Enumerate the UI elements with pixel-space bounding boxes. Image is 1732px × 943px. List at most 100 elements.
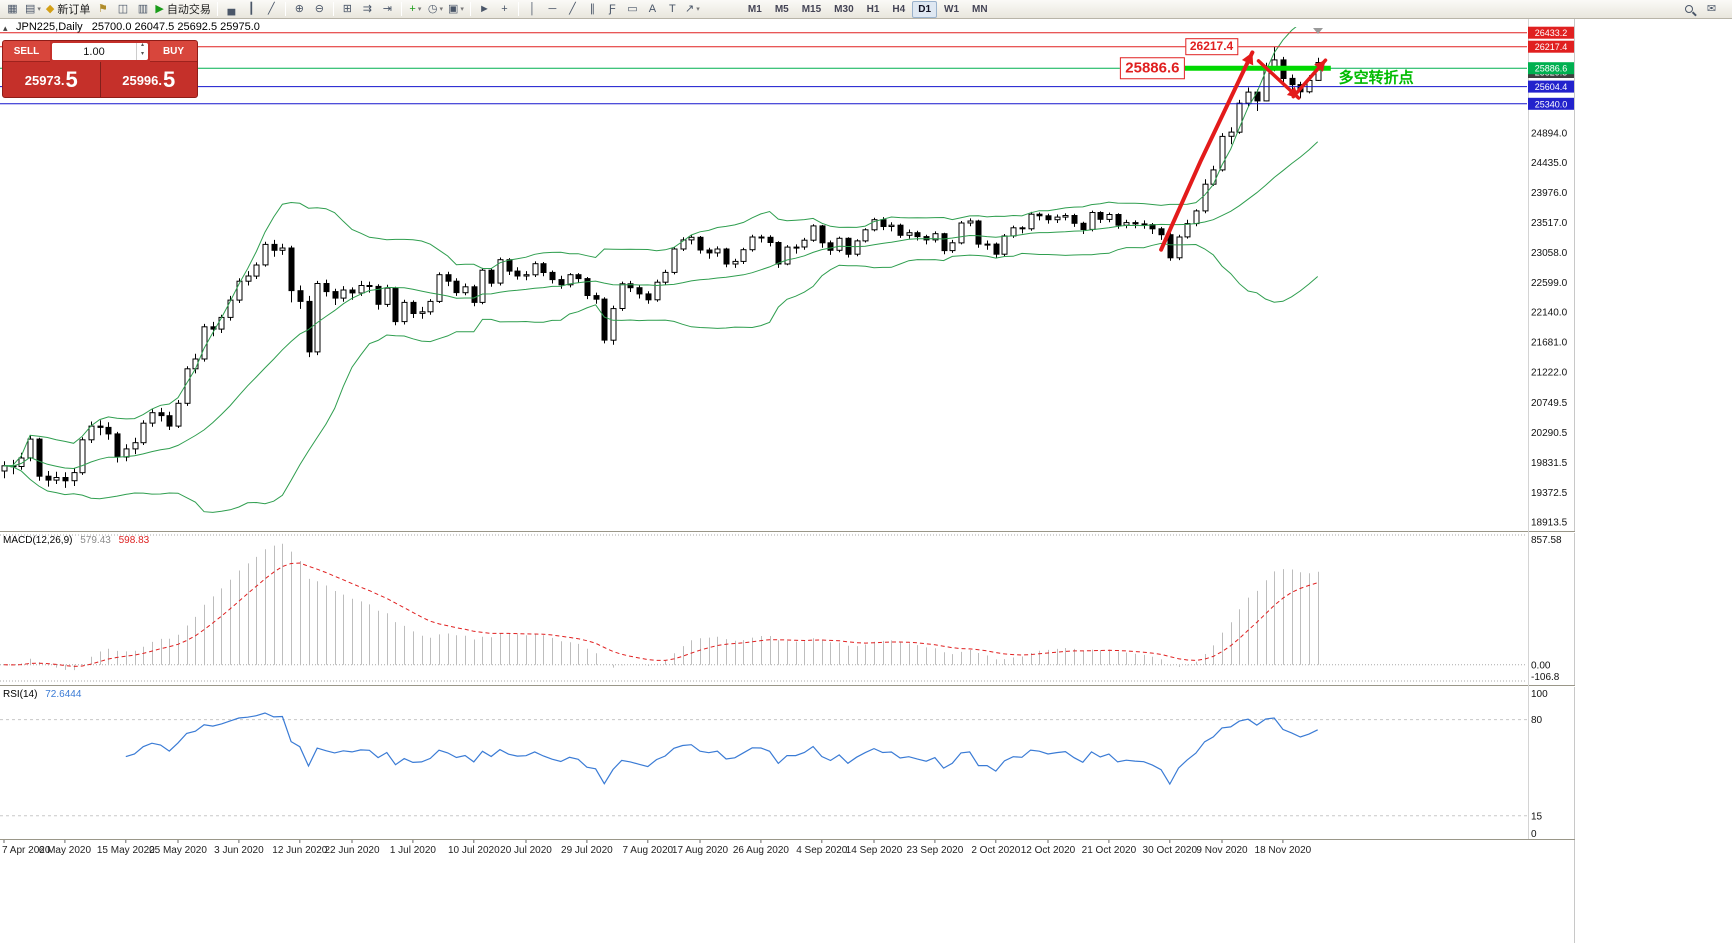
timeframe-m30-button[interactable]: M30 (834, 3, 854, 15)
svg-text:80: 80 (1531, 715, 1543, 726)
svg-text:26433.2: 26433.2 (1535, 28, 1568, 38)
arrows-icon: ↗ (685, 2, 695, 15)
channel-icon[interactable]: ∥ (583, 1, 602, 18)
tile-windows-icon: ⊞ (342, 2, 352, 15)
chart-shift-marker[interactable] (1313, 28, 1323, 34)
price-axis[interactable] (1529, 19, 1575, 839)
zoom-in-icon: ⊕ (294, 2, 304, 15)
zoom-in-icon[interactable]: ⊕ (290, 1, 309, 18)
macd-name: MACD(12,26,9) (3, 535, 73, 546)
indicators-icon[interactable]: + ▾ (406, 1, 425, 18)
svg-text:22599.0: 22599.0 (1531, 278, 1568, 289)
svg-text:-106.8: -106.8 (1531, 672, 1560, 683)
horizontal-line-icon[interactable]: ─ (543, 1, 562, 18)
search-button[interactable] (1679, 1, 1698, 18)
zoom-out-icon[interactable]: ⊖ (310, 1, 329, 18)
buy-button[interactable]: BUY (150, 41, 197, 62)
svg-text:18913.5: 18913.5 (1531, 518, 1568, 529)
timeframe-m1-button[interactable]: M1 (747, 3, 762, 15)
timeframe-mn-button[interactable]: MN (972, 3, 988, 15)
chart-canvas[interactable]: 24894.0 24435.0 23976.0 23517.0 23058.0 22599… (0, 19, 1575, 943)
fibonacci-icon[interactable]: Ƒ (603, 1, 622, 18)
candlestick-chart-icon[interactable]: ┃ (242, 1, 261, 18)
indicators-icon: + (409, 2, 416, 15)
periods-icon: ◷ (427, 2, 438, 15)
auto-scroll-icon[interactable]: ⇉ (358, 1, 377, 18)
svg-text:23 Sep 2020: 23 Sep 2020 (907, 845, 964, 856)
autotrade-button[interactable]: ▶ 自动交易 (153, 1, 212, 18)
timeframe-h1-button[interactable]: H1 (866, 3, 880, 15)
text-label-icon[interactable]: T (663, 1, 682, 18)
one-click-collapse-icon[interactable] (3, 23, 13, 33)
chart-objects[interactable] (1159, 50, 1328, 252)
timeframe-m15-button[interactable]: M15 (801, 3, 822, 15)
price-callout-label[interactable]: 26217.4 (1184, 37, 1239, 56)
text-icon[interactable]: A (643, 1, 662, 18)
periods-icon[interactable]: ◷ ▾ (426, 1, 445, 18)
toolbar-separator (216, 2, 218, 16)
volume-input[interactable] (52, 43, 136, 60)
svg-text:22140.0: 22140.0 (1531, 308, 1568, 319)
svg-text:0: 0 (1531, 829, 1537, 840)
svg-text:21222.0: 21222.0 (1531, 367, 1568, 378)
svg-text:12 Jun 2020: 12 Jun 2020 (272, 845, 327, 856)
rsi-pane[interactable] (0, 712, 1527, 817)
macd-pane[interactable] (0, 534, 1527, 682)
tile-windows-icon[interactable]: ⊞ (338, 1, 357, 18)
crosshair-icon[interactable]: + (495, 1, 514, 18)
profiles-icon: ▤ (25, 2, 36, 15)
svg-text:14 Sep 2020: 14 Sep 2020 (846, 845, 903, 856)
volume-stepper[interactable]: ▴ ▾ (136, 43, 148, 60)
arrows-icon[interactable]: ↗ ▾ (683, 1, 702, 18)
svg-text:30 Oct 2020: 30 Oct 2020 (1143, 845, 1198, 856)
market-watch-icon[interactable]: ◫ (113, 1, 132, 18)
bar-chart-icon[interactable]: ▄ (222, 1, 241, 18)
timeframe-h4-button[interactable]: H4 (892, 3, 906, 15)
vertical-line-icon: │ (528, 2, 536, 15)
price-callout-label[interactable]: 25886.6 (1120, 57, 1185, 79)
spinner-down-icon[interactable]: ▾ (140, 50, 144, 57)
vertical-line-icon[interactable]: │ (523, 1, 542, 18)
fibonacci-icon: Ƒ (609, 2, 616, 15)
trendline-icon[interactable]: ╱ (563, 1, 582, 18)
new-order-button[interactable]: ◆ 新订单 (44, 1, 92, 18)
profiles-icon[interactable]: ▤ ▾ (23, 1, 43, 18)
svg-text:15 May 2020: 15 May 2020 (97, 845, 155, 856)
chart-text-annotation[interactable]: 多空转折点 (1338, 69, 1414, 87)
price-big-digit: 5 (163, 67, 176, 92)
new-order-button-label: 新订单 (57, 4, 91, 16)
svg-text:4 Sep 2020: 4 Sep 2020 (796, 845, 848, 856)
shapes-icon[interactable]: ▭ (623, 1, 642, 18)
rsi-value: 72.6444 (45, 689, 82, 700)
pane-splitter[interactable] (0, 530, 1575, 534)
line-chart-icon[interactable]: ╱ (262, 1, 281, 18)
chart-shift-icon[interactable]: ⇥ (378, 1, 397, 18)
chart-shift-icon: ⇥ (382, 2, 392, 15)
dropdown-arrow-icon: ▾ (417, 6, 422, 13)
sell-button[interactable]: SELL (3, 41, 50, 62)
pane-splitter[interactable] (0, 684, 1575, 688)
svg-text:19831.5: 19831.5 (1531, 458, 1568, 469)
sell-price[interactable]: 25973. 5 (3, 62, 101, 97)
macd-label: MACD(12,26,9) 579.43 598.83 (3, 535, 149, 546)
price-tag (1528, 26, 1574, 39)
alerts-icon[interactable]: ⚑ (93, 1, 112, 18)
timeframe-d1-button[interactable]: D1 (912, 0, 938, 18)
community-button[interactable]: ✉ (1702, 1, 1721, 18)
horizontal-line-icon: ─ (548, 2, 557, 15)
templates-icon[interactable]: ▣ ▾ (446, 1, 466, 18)
toolbar-separator (284, 2, 286, 16)
time-axis[interactable] (0, 840, 1528, 858)
data-window-icon[interactable]: ▥ (133, 1, 152, 18)
timeframe-w1-button[interactable]: W1 (944, 3, 960, 15)
main-pane[interactable] (0, 19, 1527, 513)
new-chart-icon[interactable]: ▦ (3, 1, 22, 18)
timeframe-m5-button[interactable]: M5 (774, 3, 789, 15)
svg-text:21 Oct 2020: 21 Oct 2020 (1082, 845, 1137, 856)
spinner-up-icon[interactable]: ▴ (140, 43, 144, 48)
svg-text:10 Jul 2020: 10 Jul 2020 (448, 845, 500, 856)
svg-text:1 Jul 2020: 1 Jul 2020 (390, 845, 437, 856)
cursor-icon[interactable]: ► (475, 1, 494, 18)
buy-price[interactable]: 25996. 5 (101, 62, 198, 97)
search-icon (1684, 5, 1693, 13)
